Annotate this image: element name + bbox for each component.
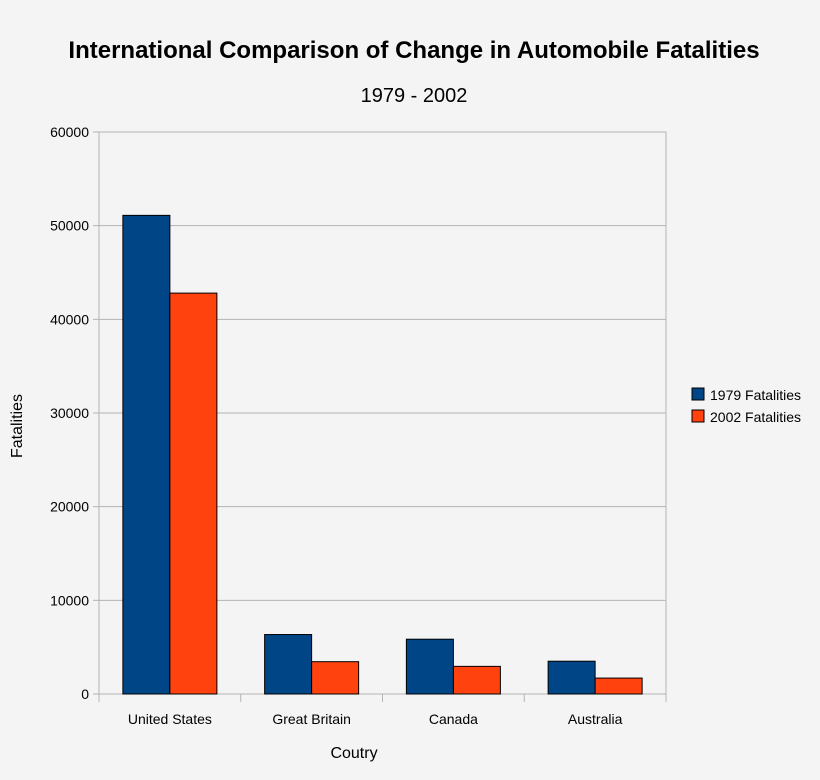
chart-title: International Comparison of Change in Au…: [68, 37, 759, 64]
bar-1979-canada: [405, 638, 454, 695]
y-tick-label: 60000: [50, 124, 89, 140]
y-tick-label: 40000: [50, 311, 89, 327]
legend-swatch: [691, 409, 705, 423]
y-tick-label: 10000: [50, 592, 89, 608]
y-tick-label: 0: [81, 686, 89, 702]
x-tick-label: Great Britain: [272, 711, 351, 727]
x-tick-label: Canada: [429, 711, 478, 727]
y-axis-title: Fatalities: [9, 394, 26, 458]
bar-1979-united-states: [122, 214, 171, 695]
bar-2002-australia: [594, 677, 643, 695]
bar-1979-australia: [547, 660, 596, 695]
y-tick-label: 30000: [50, 405, 89, 421]
bar-2002-united-states: [169, 292, 218, 695]
legend: 1979 Fatalities 2002 Fatalities: [691, 387, 801, 425]
bar-2002-great-britain: [311, 661, 360, 695]
x-tick-label: United States: [128, 711, 212, 727]
chart-subtitle: 1979 - 2002: [361, 85, 468, 107]
bar-1979-great-britain: [264, 634, 313, 695]
axes: 0 10000 20000 30000 40000 50000 60000 United St…: [50, 124, 667, 727]
y-tick-label: 50000: [50, 218, 89, 234]
bar-2002-canada: [452, 665, 501, 695]
legend-label: 1979 Fatalities: [710, 387, 801, 403]
legend-label: 2002 Fatalities: [710, 409, 801, 425]
bars: [122, 214, 643, 695]
y-tick-label: 20000: [50, 499, 89, 515]
x-axis-title: Coutry: [330, 745, 377, 762]
legend-swatch: [691, 387, 705, 401]
x-tick-label: Australia: [568, 711, 623, 727]
